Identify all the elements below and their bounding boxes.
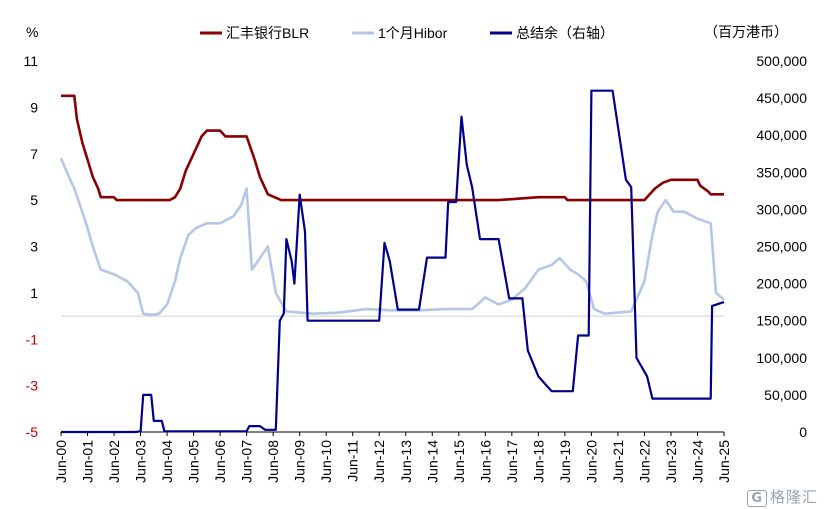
watermark-logo-icon: G bbox=[747, 490, 767, 507]
x-tick-label: Jun-07 bbox=[239, 440, 255, 483]
series-line-2 bbox=[61, 89, 725, 434]
left-tick-label: 5 bbox=[30, 192, 38, 208]
left-tick-label: 9 bbox=[30, 99, 38, 115]
left-tick-label: 3 bbox=[30, 239, 38, 255]
right-axis-ticks: 500,000 450,000 400,000 350,000 300,000 250,0… bbox=[756, 53, 807, 440]
x-axis-ticks: Jun-00 Jun-01 Jun-02 Jun-03 Jun-04 Jun-05 Jun-… bbox=[53, 432, 732, 483]
legend-label: 总结余（右轴） bbox=[516, 25, 614, 41]
baseline-layer bbox=[61, 315, 724, 433]
left-tick-label: 7 bbox=[30, 146, 38, 162]
x-tick-label: Jun-25 bbox=[716, 440, 732, 483]
x-tick-label: Jun-08 bbox=[265, 440, 281, 483]
right-tick-label: 150,000 bbox=[756, 313, 807, 329]
left-tick-label: -1 bbox=[26, 331, 39, 347]
x-tick-label: Jun-22 bbox=[636, 440, 652, 483]
right-tick-label: 300,000 bbox=[756, 201, 807, 217]
left-tick-label: -3 bbox=[26, 378, 39, 394]
watermark: G 格隆汇 bbox=[747, 486, 818, 507]
right-tick-label: 100,000 bbox=[756, 350, 807, 366]
right-tick-label: 50,000 bbox=[764, 387, 807, 403]
right-tick-label: 400,000 bbox=[756, 127, 807, 143]
x-tick-label: Jun-10 bbox=[318, 440, 334, 483]
left-tick-label: -5 bbox=[26, 424, 39, 440]
right-tick-label: 500,000 bbox=[756, 53, 807, 69]
x-tick-label: Jun-09 bbox=[292, 440, 308, 483]
right-tick-label: 350,000 bbox=[756, 164, 807, 180]
series-line-1 bbox=[59, 157, 725, 317]
x-tick-label: Jun-01 bbox=[80, 440, 96, 483]
x-tick-label: Jun-18 bbox=[530, 440, 546, 483]
x-tick-label: Jun-00 bbox=[53, 440, 69, 483]
x-tick-label: Jun-21 bbox=[610, 440, 626, 483]
right-tick-label: 450,000 bbox=[756, 90, 807, 106]
x-tick-label: Jun-12 bbox=[371, 440, 387, 483]
x-tick-label: Jun-24 bbox=[689, 440, 705, 483]
left-tick-label: 11 bbox=[23, 53, 38, 69]
x-tick-label: Jun-20 bbox=[583, 440, 599, 483]
x-tick-label: Jun-03 bbox=[133, 440, 149, 483]
x-tick-label: Jun-16 bbox=[477, 440, 493, 483]
x-tick-label: Jun-11 bbox=[345, 440, 361, 482]
x-tick-label: Jun-14 bbox=[424, 440, 440, 483]
left-tick-label: 1 bbox=[30, 285, 38, 301]
x-tick-label: Jun-06 bbox=[212, 440, 228, 483]
right-axis-unit: （百万港币） bbox=[704, 24, 788, 40]
x-tick-label: Jun-13 bbox=[398, 440, 414, 483]
legend: 汇丰银行BLR 1个月Hibor 总结余（右轴） bbox=[200, 25, 614, 41]
legend-label: 1个月Hibor bbox=[378, 25, 448, 41]
left-axis-unit: % bbox=[26, 24, 38, 40]
watermark-text: 格隆汇 bbox=[769, 488, 818, 506]
x-tick-label: Jun-19 bbox=[557, 440, 573, 483]
x-tick-label: Jun-05 bbox=[186, 440, 202, 483]
x-tick-label: Jun-15 bbox=[451, 440, 467, 483]
right-tick-label: 250,000 bbox=[756, 239, 807, 255]
right-tick-label: 0 bbox=[799, 424, 807, 440]
right-tick-label: 200,000 bbox=[756, 276, 807, 292]
x-tick-label: Jun-17 bbox=[504, 440, 520, 483]
x-tick-label: Jun-23 bbox=[663, 440, 679, 483]
series-line-0 bbox=[61, 94, 724, 202]
x-tick-label: Jun-02 bbox=[106, 440, 122, 483]
left-axis-ticks: 11 9 7 5 3 1 -1 -3 -5 bbox=[23, 53, 38, 440]
legend-label: 汇丰银行BLR bbox=[226, 25, 309, 41]
series-layer bbox=[59, 89, 725, 434]
x-tick-label: Jun-04 bbox=[159, 440, 175, 483]
